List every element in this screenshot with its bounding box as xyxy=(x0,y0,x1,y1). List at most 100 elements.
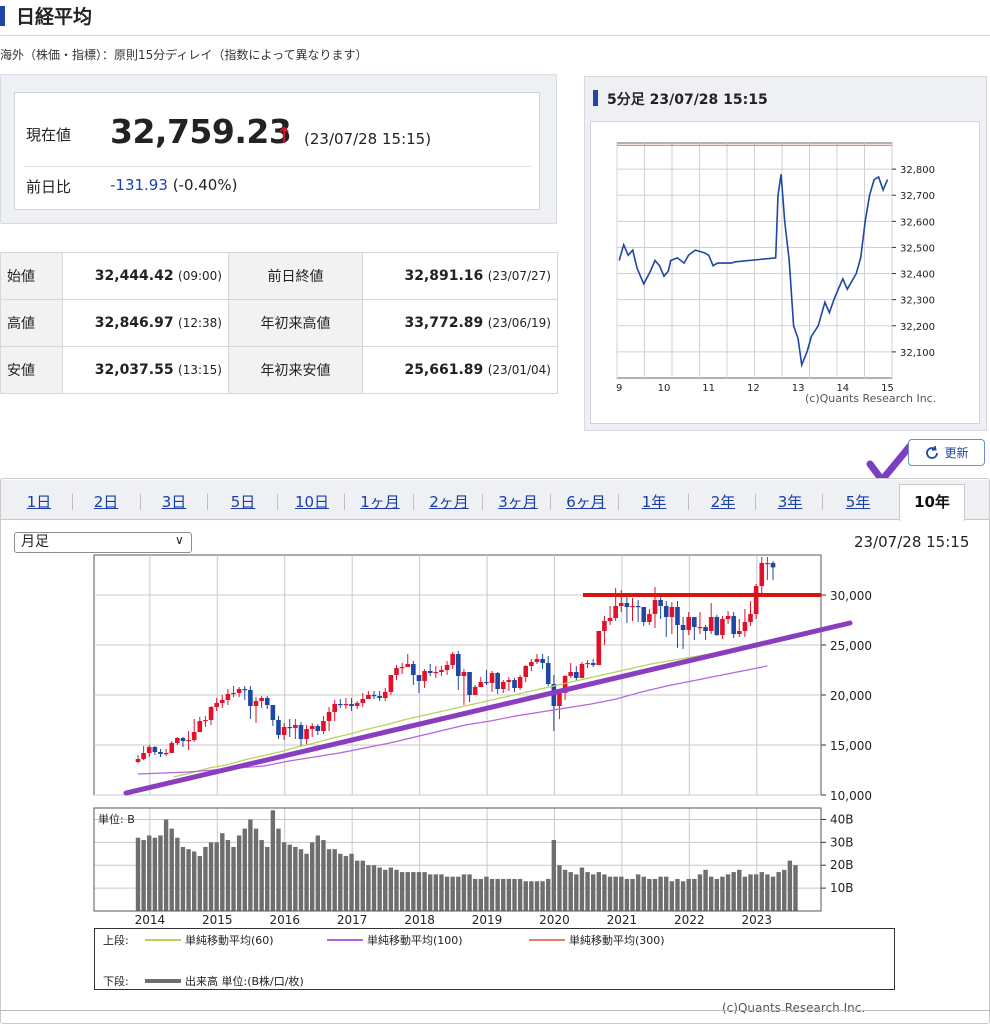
candle-body xyxy=(562,676,568,693)
volume-bar xyxy=(501,878,506,911)
tab-3[interactable]: 3日 xyxy=(161,493,187,511)
price-card xyxy=(14,92,540,210)
page-title: 日経平均 xyxy=(16,6,93,28)
candle-body xyxy=(377,696,382,698)
volume-bar xyxy=(371,865,377,911)
candle-body xyxy=(742,622,748,631)
volume-bar xyxy=(619,876,624,911)
volume-bar xyxy=(776,872,781,911)
volume-bar xyxy=(770,876,776,911)
tab-8[interactable]: 3ヶ月 xyxy=(498,493,538,511)
candle-body xyxy=(736,631,742,634)
volume-bar xyxy=(641,876,646,911)
tab-12[interactable]: 3年 xyxy=(777,493,803,511)
candle-body xyxy=(624,603,630,607)
candle-body xyxy=(197,721,203,732)
x-tick-label: 2017 xyxy=(337,913,368,927)
tab-11[interactable]: 2年 xyxy=(710,493,736,511)
candle-body xyxy=(169,743,175,753)
candle-body xyxy=(163,753,169,755)
current-price-label: 現在値 xyxy=(26,126,72,144)
legend-ma100-swatch xyxy=(327,939,363,941)
tab-9[interactable]: 6ヶ月 xyxy=(566,493,606,511)
x-tick-label: 2020 xyxy=(539,913,570,927)
refresh-button[interactable]: 更新 xyxy=(908,439,985,466)
volume-bar xyxy=(725,874,731,911)
candle-body xyxy=(332,704,337,712)
tab-separator xyxy=(688,494,689,510)
tab-6[interactable]: 1ヶ月 xyxy=(360,493,400,511)
tab-separator xyxy=(140,494,141,510)
ytd-high-label: 年初来高値 xyxy=(228,299,363,347)
volume-bar xyxy=(652,878,658,911)
x-tick-label: 13 xyxy=(792,383,805,394)
volume-bar xyxy=(253,828,259,911)
ytd-low-label: 年初来安値 xyxy=(228,346,363,394)
candle-body xyxy=(158,752,163,754)
volume-bar xyxy=(242,828,247,911)
volume-bar xyxy=(579,867,585,911)
volume-bar xyxy=(360,860,365,911)
chevron-down-icon: ∨ xyxy=(175,533,184,547)
volume-bar xyxy=(664,876,669,911)
tab-5[interactable]: 10日 xyxy=(294,493,330,511)
candle-body xyxy=(354,703,360,706)
candle-body xyxy=(489,673,495,683)
price-change: -131.93 (-0.40%) xyxy=(110,176,237,194)
candle-body xyxy=(545,663,551,684)
refresh-icon xyxy=(926,445,939,459)
volume-bar xyxy=(635,874,641,911)
candle-body xyxy=(647,614,652,622)
candle-body xyxy=(725,616,731,619)
candle-body xyxy=(276,720,281,735)
high-label: 高値 xyxy=(0,299,63,347)
candle-body xyxy=(579,664,585,678)
tab-1[interactable]: 1日 xyxy=(26,493,52,511)
candle-body xyxy=(141,753,146,759)
volume-bar xyxy=(461,874,467,911)
volume-bar xyxy=(624,878,630,911)
tab-10[interactable]: 1年 xyxy=(641,493,667,511)
volume-bar xyxy=(310,842,315,911)
candle-body xyxy=(635,606,641,608)
candle-body xyxy=(394,668,399,675)
legend-ma60: 単純移動平均(60) xyxy=(145,932,274,948)
tab-4[interactable]: 5日 xyxy=(230,493,256,511)
volume-bar xyxy=(338,853,343,911)
tab-2[interactable]: 2日 xyxy=(93,493,119,511)
candle-body xyxy=(529,662,534,666)
candle-body xyxy=(618,603,624,606)
volume-bar xyxy=(281,842,287,911)
legend-lower-label: 下段: xyxy=(103,975,129,988)
candle-body xyxy=(444,665,450,670)
chart-legend: 上段: 単純移動平均(60) 単純移動平均(100) 単純移動平均(300) 下… xyxy=(94,928,895,990)
tab-13[interactable]: 5年 xyxy=(845,493,871,511)
volume-bar xyxy=(647,878,652,911)
tab-7[interactable]: 2ヶ月 xyxy=(429,493,469,511)
legend-ma100-label: 単純移動平均(100) xyxy=(367,934,463,947)
volume-bar xyxy=(613,876,618,911)
y-tick-label: 32,100 xyxy=(900,348,935,359)
volume-bar xyxy=(540,881,545,911)
x-tick-label: 2014 xyxy=(135,913,166,927)
volume-tick-label: 20B xyxy=(830,858,854,872)
candle-body xyxy=(663,606,669,617)
candle-period-select[interactable]: 月足 xyxy=(14,532,192,553)
volume-bar xyxy=(422,872,427,911)
title-marker xyxy=(0,6,5,26)
candle-body xyxy=(517,677,523,688)
table-row: 安値 32,037.55 (13:15) 年初来安値 25,661.89 (23… xyxy=(0,346,558,394)
candle-body xyxy=(478,682,484,687)
volume-bar xyxy=(602,874,607,911)
candle-body xyxy=(630,606,635,608)
volume-bar xyxy=(388,867,394,911)
candle-body xyxy=(326,712,332,721)
candle-body xyxy=(472,687,478,695)
volume-bar xyxy=(276,828,281,911)
candle-body xyxy=(590,663,596,665)
candle-body xyxy=(523,666,529,677)
high-time: (12:38) xyxy=(178,316,222,330)
volume-bar xyxy=(444,876,450,911)
candle-body xyxy=(461,672,467,676)
tab-14[interactable]: 10年 xyxy=(899,484,965,521)
